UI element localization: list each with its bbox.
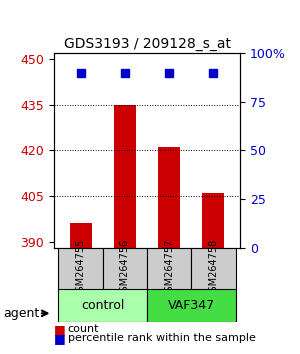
Title: GDS3193 / 209128_s_at: GDS3193 / 209128_s_at — [64, 37, 230, 51]
Text: GSM264758: GSM264758 — [208, 239, 218, 298]
FancyBboxPatch shape — [103, 248, 147, 289]
Text: VAF347: VAF347 — [168, 299, 215, 312]
Bar — [70, 223, 92, 248]
FancyBboxPatch shape — [191, 248, 236, 289]
Text: count: count — [68, 324, 99, 334]
Text: GSM264756: GSM264756 — [120, 239, 130, 298]
Text: control: control — [81, 299, 124, 312]
FancyBboxPatch shape — [147, 289, 236, 322]
Text: GSM264757: GSM264757 — [164, 239, 174, 298]
Text: percentile rank within the sample: percentile rank within the sample — [68, 333, 255, 343]
Text: ■: ■ — [54, 323, 66, 336]
FancyBboxPatch shape — [58, 248, 103, 289]
Bar — [158, 147, 180, 248]
Text: agent: agent — [3, 307, 39, 320]
FancyBboxPatch shape — [147, 248, 191, 289]
Bar — [202, 193, 224, 248]
Text: GSM264755: GSM264755 — [76, 239, 85, 298]
Bar — [114, 105, 136, 248]
FancyBboxPatch shape — [58, 289, 147, 322]
Text: ■: ■ — [54, 332, 66, 344]
